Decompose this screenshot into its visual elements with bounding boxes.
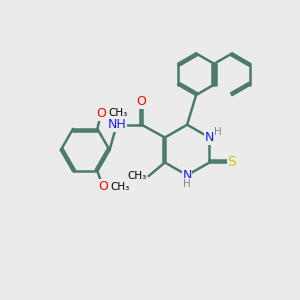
Text: N: N xyxy=(205,131,214,144)
Text: CH₃: CH₃ xyxy=(108,108,128,118)
Text: N: N xyxy=(182,169,192,182)
Text: CH₃: CH₃ xyxy=(127,171,146,181)
Text: S: S xyxy=(227,155,236,170)
Text: CH₃: CH₃ xyxy=(110,182,129,192)
Text: NH: NH xyxy=(107,118,126,131)
Text: H: H xyxy=(214,127,222,137)
Text: O: O xyxy=(98,180,108,193)
Text: H: H xyxy=(183,178,191,189)
Text: O: O xyxy=(137,95,147,108)
Text: O: O xyxy=(96,107,106,120)
